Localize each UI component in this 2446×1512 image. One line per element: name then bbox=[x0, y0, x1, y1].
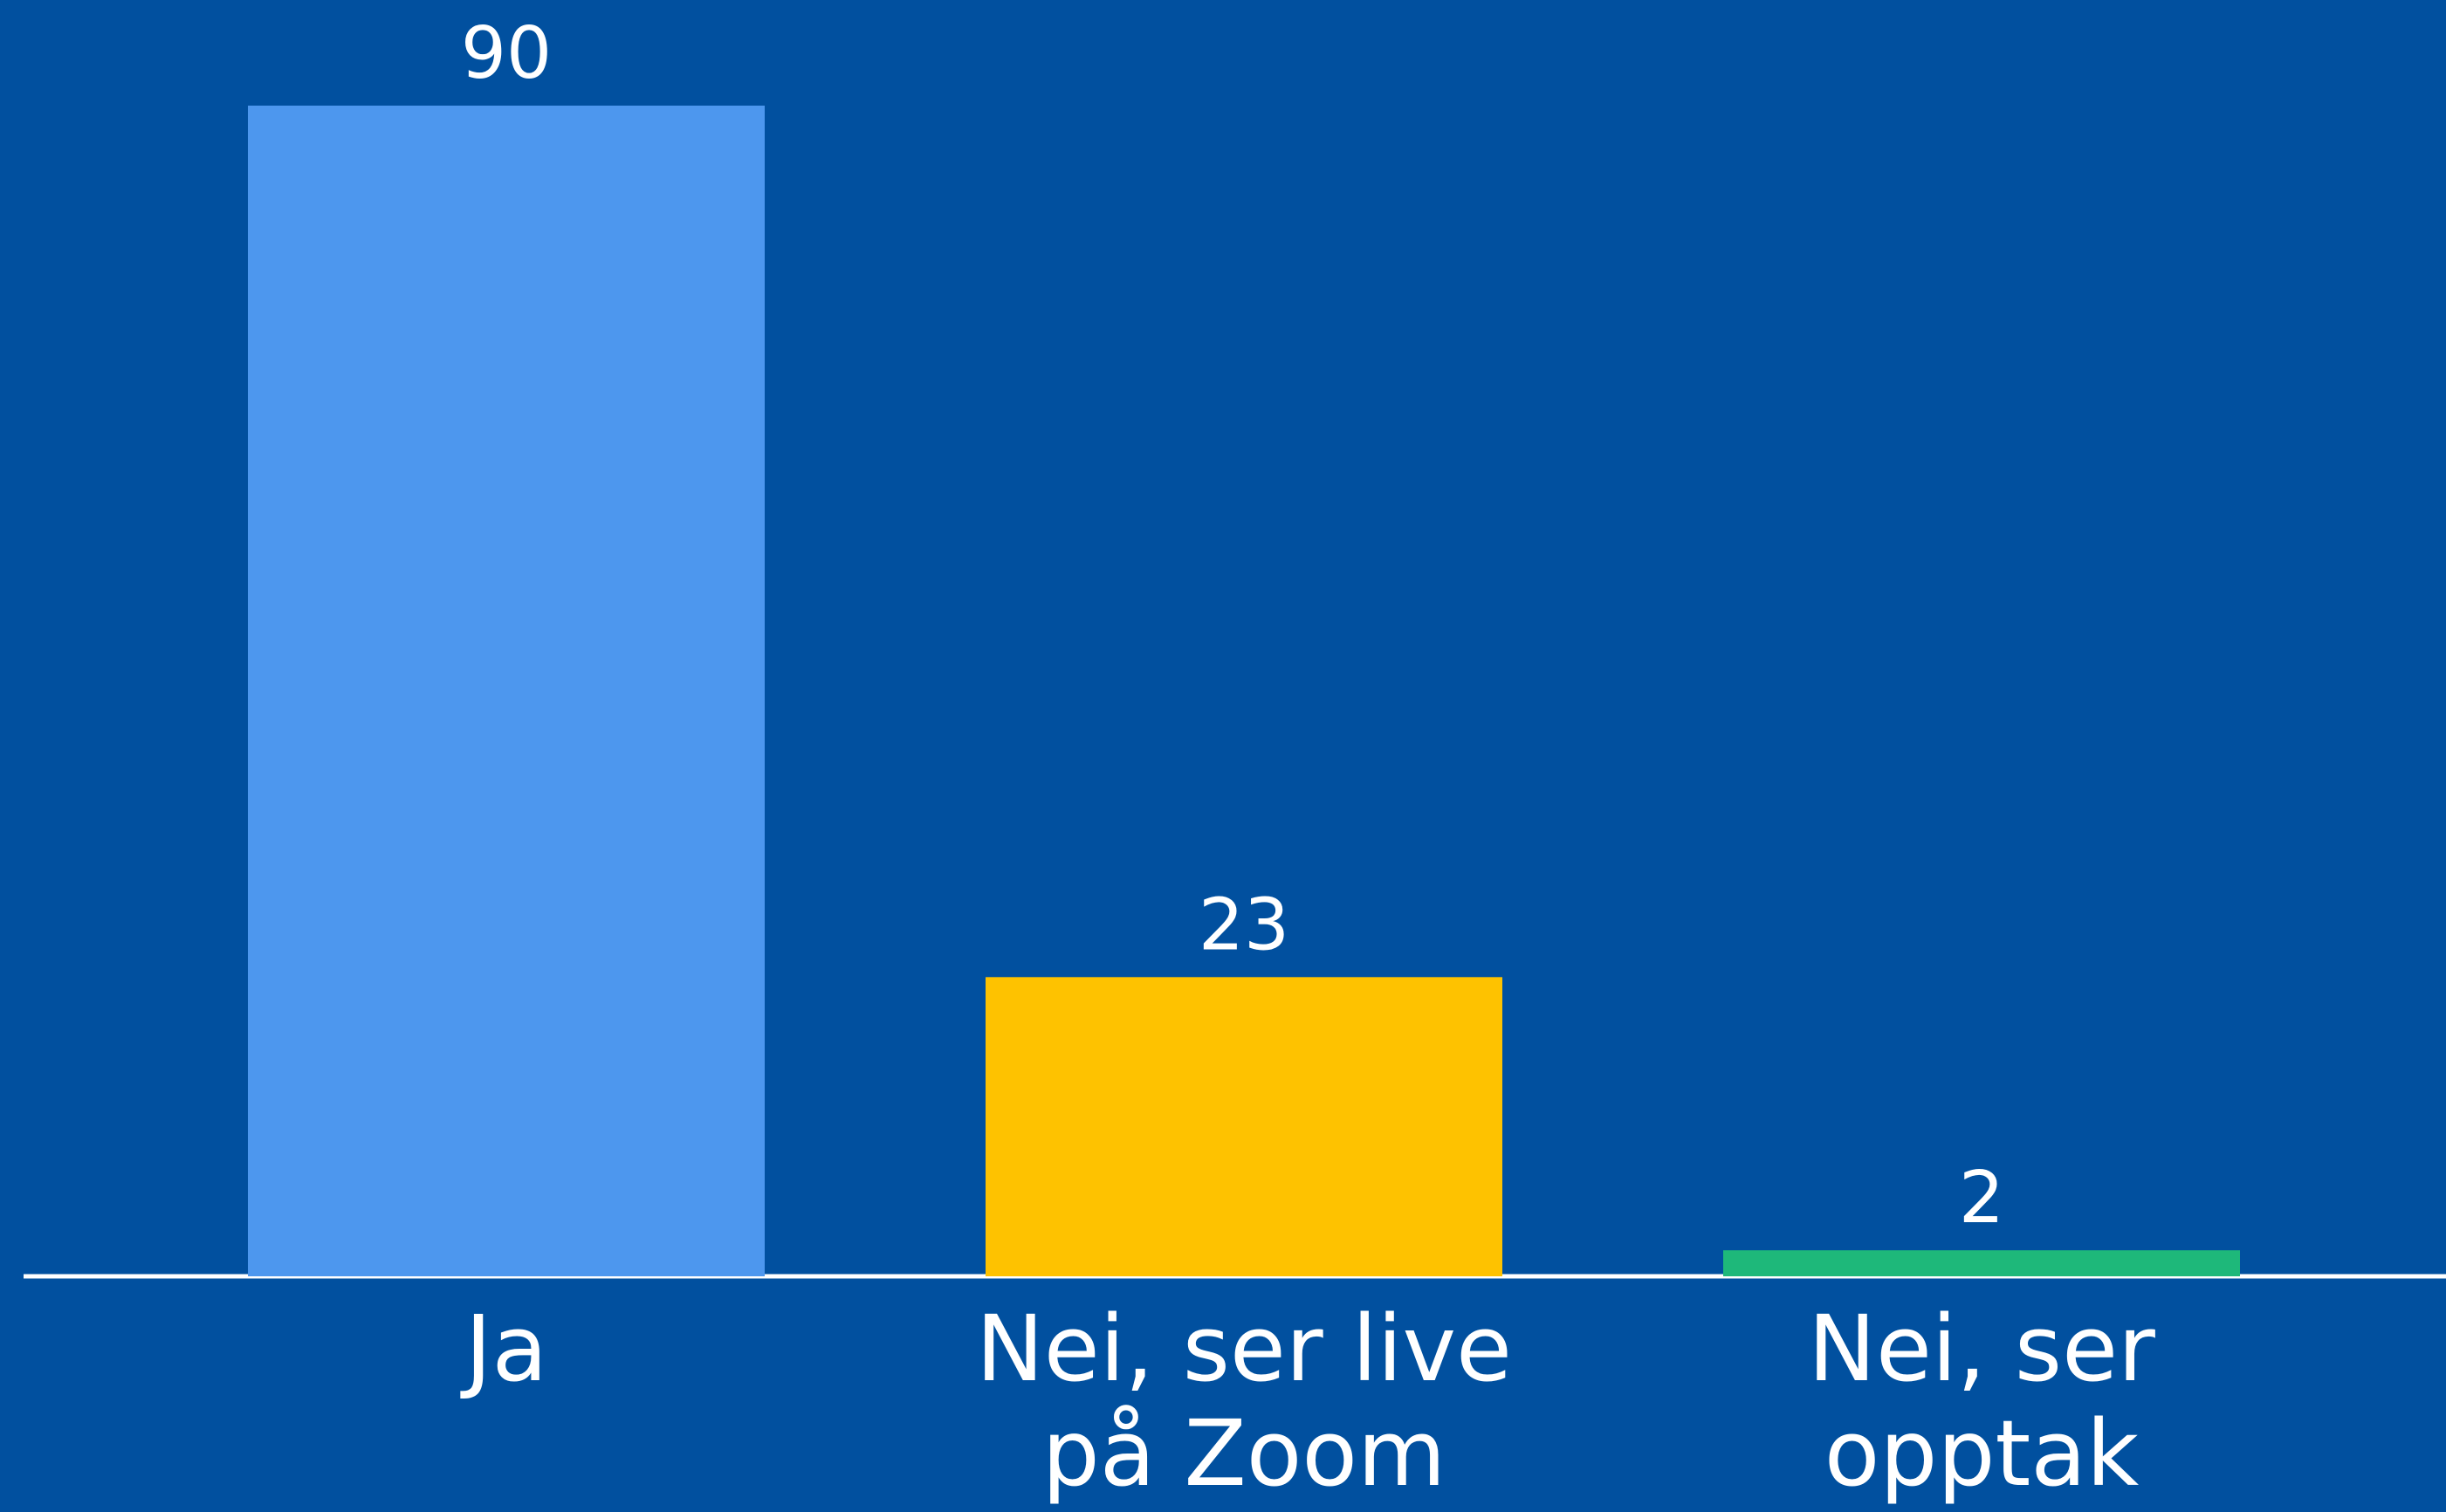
value-label: 23 bbox=[1199, 883, 1289, 966]
x-tick-label: Nei, ser live på Zoom bbox=[975, 1296, 1513, 1507]
bar bbox=[248, 106, 765, 1276]
value-label: 2 bbox=[1959, 1157, 2004, 1240]
x-tick-label: Nei, ser opptak bbox=[1808, 1296, 2155, 1507]
value-label: 90 bbox=[461, 12, 552, 95]
bar bbox=[986, 977, 1502, 1276]
bar bbox=[1723, 1250, 2240, 1276]
x-tick-label: Ja bbox=[464, 1296, 548, 1402]
